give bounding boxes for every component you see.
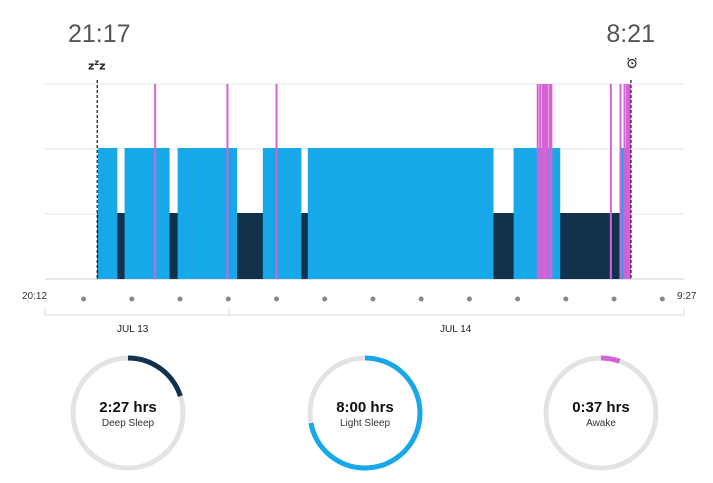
sleep-start-time: 21:17 [68, 20, 131, 48]
hour-tick-dot [563, 296, 569, 302]
zzz-icon: zzz [88, 58, 106, 73]
awake-summary: 0:37 hrs Awake [541, 353, 661, 473]
deep-sleep-label: Deep Sleep [101, 418, 155, 429]
hour-tick-dot [322, 296, 328, 302]
light-sleep-summary: 8:00 hrs Light Sleep [305, 353, 425, 473]
awake-event [625, 84, 628, 279]
awake-event [539, 84, 542, 279]
awake-event [541, 84, 544, 279]
hour-tick-dot [611, 296, 617, 302]
light-sleep-label: Light Sleep [339, 418, 391, 429]
hour-tick-dot [418, 296, 424, 302]
awake-event [154, 84, 157, 279]
deep-sleep-value: 2:27 hrs [99, 399, 157, 416]
ring-progress-arc [543, 355, 659, 471]
awake-event [226, 84, 229, 279]
date-label-jul13: JUL 13 [117, 324, 149, 335]
deep-sleep-ring [70, 355, 186, 471]
awake-event [544, 84, 547, 279]
axis-start-label: 20:12 [22, 291, 48, 302]
light-sleep-segment [98, 148, 118, 279]
awake-event [619, 84, 622, 279]
hour-tick-dot [466, 296, 472, 302]
awake-event [609, 84, 612, 279]
alarm-clock-icon [626, 57, 638, 72]
awake-value: 0:37 hrs [572, 399, 630, 416]
light-sleep-ring [307, 355, 423, 471]
deep-sleep-summary: 2:27 hrs Deep Sleep [68, 353, 188, 473]
hour-tick-dot [81, 296, 87, 302]
hour-tick-dot [225, 296, 231, 302]
hour-tick-dot [273, 296, 279, 302]
ring-progress-arc [307, 355, 423, 471]
awake-event [629, 84, 632, 279]
awake-event [275, 84, 278, 279]
awake-event [550, 84, 553, 279]
awake-ring [543, 355, 659, 471]
ring-progress-arc [70, 355, 186, 471]
hour-tick-dot [370, 296, 376, 302]
awake-event [546, 84, 549, 279]
light-sleep-segment [124, 148, 170, 279]
awake-event [627, 84, 630, 279]
awake-event [623, 84, 626, 279]
sleep-timeline-chart [44, 80, 685, 316]
wake-time: 8:21 [606, 20, 655, 48]
light-sleep-segment [262, 148, 302, 279]
date-label-jul14: JUL 14 [440, 324, 472, 335]
awake-event [536, 84, 539, 279]
light-sleep-segment [307, 148, 494, 279]
awake-event [543, 84, 546, 279]
hour-tick-dot [129, 296, 135, 302]
awake-event [548, 84, 551, 279]
hour-tick-dot [515, 296, 521, 302]
awake-label: Awake [586, 418, 616, 429]
hour-tick-dot [659, 296, 665, 302]
hour-tick-dot [177, 296, 183, 302]
axis-end-label: 9:27 [677, 291, 697, 302]
light-sleep-value: 8:00 hrs [336, 399, 394, 416]
